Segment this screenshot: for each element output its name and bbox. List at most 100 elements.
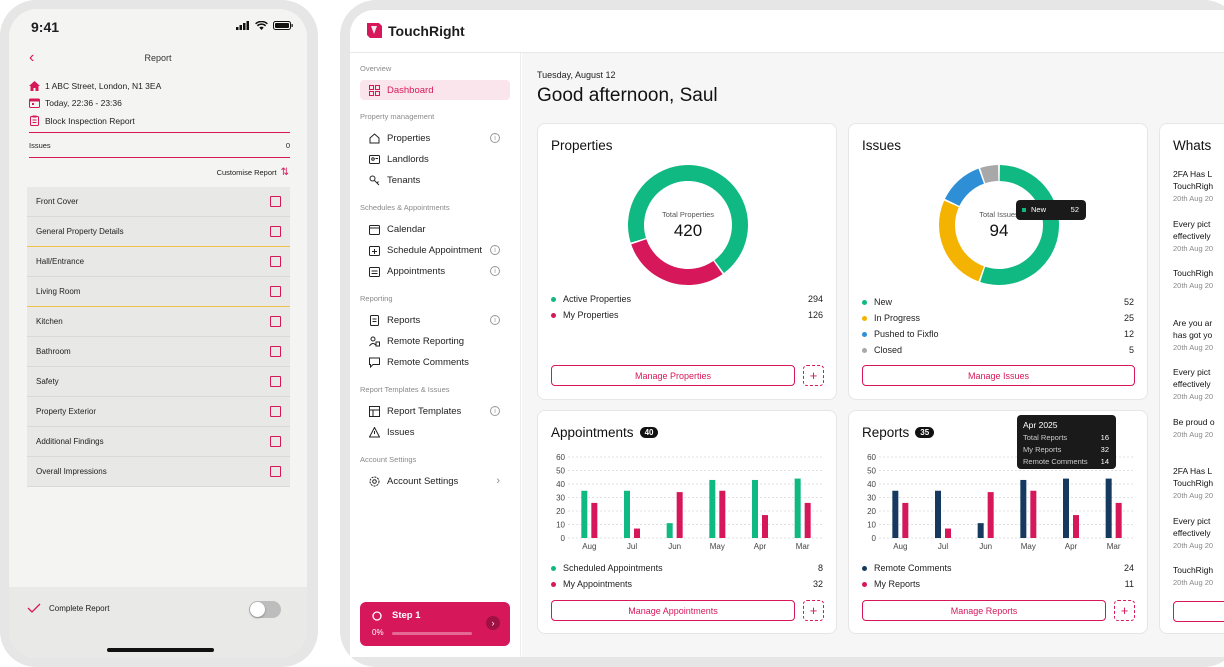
- section-checkbox[interactable]: [270, 226, 281, 237]
- manage-properties-button[interactable]: Manage Properties: [551, 365, 795, 386]
- my-properties-slice[interactable]: [631, 239, 723, 285]
- brand-logo[interactable]: TouchRight: [366, 22, 465, 39]
- list-item[interactable]: Front Cover: [27, 187, 290, 217]
- bar[interactable]: [794, 478, 801, 538]
- bar[interactable]: [1073, 515, 1079, 538]
- bar[interactable]: [935, 490, 941, 538]
- bar[interactable]: [591, 502, 598, 538]
- sidebar-item-dashboard[interactable]: Dashboard: [360, 80, 510, 100]
- add-report-button[interactable]: +: [1114, 600, 1135, 621]
- sidebar-item-reports[interactable]: Reports i: [360, 310, 510, 330]
- section-checkbox[interactable]: [270, 406, 281, 417]
- sidebar-item-report-templates[interactable]: Report Templates i: [360, 401, 510, 421]
- news-item-title[interactable]: TouchRigh: [1173, 268, 1214, 278]
- news-item-title[interactable]: 2FA Has L TouchRigh: [1173, 169, 1214, 191]
- issues-row[interactable]: Issues 0: [29, 141, 290, 150]
- y-tick-label: 20: [556, 507, 565, 516]
- news-item-title[interactable]: Every pict effectively: [1173, 515, 1211, 538]
- add-appointment-button[interactable]: +: [803, 600, 824, 621]
- sidebar-item-properties[interactable]: Properties i: [360, 128, 510, 148]
- sidebar-item-appointments[interactable]: Appointments i: [360, 261, 510, 281]
- back-chevron-icon[interactable]: ‹: [29, 49, 35, 66]
- bar[interactable]: [719, 490, 726, 538]
- manage-appointments-button[interactable]: Manage Appointments: [551, 600, 795, 621]
- bar[interactable]: [1030, 490, 1037, 538]
- bar[interactable]: [804, 502, 811, 538]
- news-item-date: 20th Aug 20: [1173, 281, 1214, 290]
- info-icon[interactable]: i: [490, 406, 500, 416]
- bar[interactable]: [987, 492, 994, 538]
- section-checkbox[interactable]: [270, 316, 281, 327]
- legend-item: Remote Comments 24: [862, 561, 1134, 575]
- bar[interactable]: [892, 490, 899, 538]
- complete-report-row[interactable]: Complete Report: [27, 603, 109, 613]
- section-checkbox[interactable]: [270, 436, 281, 447]
- news-item-title[interactable]: Every pict effectively: [1173, 367, 1211, 389]
- add-property-button[interactable]: +: [803, 365, 824, 386]
- news-item-title[interactable]: TouchRigh: [1173, 565, 1214, 575]
- pushed-to-fixflo-slice[interactable]: [944, 168, 984, 206]
- bar[interactable]: [634, 528, 640, 538]
- closed-slice[interactable]: [980, 165, 999, 184]
- sidebar-item-account-settings[interactable]: Account Settings ›: [360, 471, 510, 491]
- section-checkbox[interactable]: [270, 196, 281, 207]
- list-item[interactable]: Kitchen: [27, 307, 290, 337]
- list-item[interactable]: Hall/Entrance: [27, 247, 290, 277]
- onboarding-step-card[interactable]: Step 1 0% ›: [360, 602, 510, 646]
- manage-issues-button[interactable]: Manage Issues: [862, 365, 1135, 386]
- info-icon[interactable]: i: [490, 266, 500, 276]
- section-checkbox[interactable]: [270, 286, 281, 297]
- legend-label: Active Properties: [563, 294, 632, 304]
- news-item-title[interactable]: Every pict effectively: [1173, 218, 1211, 241]
- sidebar-item-issues[interactable]: Issues: [360, 422, 510, 442]
- legend-item: Pushed to Fixflo 12: [862, 327, 1134, 341]
- news-item-title[interactable]: 2FA Has L TouchRigh: [1173, 466, 1214, 488]
- info-icon[interactable]: i: [490, 315, 500, 325]
- sidebar-item-remote-reporting[interactable]: Remote Reporting: [360, 331, 510, 351]
- new-slice[interactable]: [980, 165, 1059, 285]
- in-progress-slice[interactable]: [939, 200, 984, 282]
- sidebar-item-calendar[interactable]: Calendar: [360, 219, 510, 239]
- bar[interactable]: [945, 528, 951, 538]
- bar[interactable]: [1020, 479, 1027, 538]
- news-item-title[interactable]: Are you ar has got yo: [1173, 317, 1213, 340]
- bar[interactable]: [676, 492, 683, 538]
- info-icon[interactable]: i: [490, 133, 500, 143]
- section-checkbox[interactable]: [270, 346, 281, 357]
- bar[interactable]: [762, 515, 768, 538]
- bar[interactable]: [1063, 478, 1069, 538]
- bar[interactable]: [752, 479, 758, 538]
- customise-report-button[interactable]: Customise Report ⇅: [217, 167, 289, 178]
- bar[interactable]: [1115, 502, 1122, 538]
- list-item[interactable]: Living Room: [27, 277, 290, 307]
- manage-reports-button[interactable]: Manage Reports: [862, 600, 1106, 621]
- bar[interactable]: [1105, 478, 1112, 538]
- bar[interactable]: [977, 523, 984, 538]
- next-arrow-button[interactable]: ›: [486, 616, 500, 630]
- news-item-title[interactable]: Be proud o: [1173, 416, 1215, 427]
- list-item[interactable]: Overall Impressions: [27, 457, 290, 487]
- list-item[interactable]: Property Exterior: [27, 397, 290, 427]
- sidebar-item-schedule-appointment[interactable]: Schedule Appointment i: [360, 240, 510, 260]
- sidebar-item-landlords[interactable]: Landlords: [360, 149, 510, 169]
- appointments-bar-chart: 0 10 20 30 40 50 60 Aug Jul Jun May Apr Mar: [556, 453, 824, 551]
- bar[interactable]: [902, 502, 909, 538]
- list-item[interactable]: Additional Findings: [27, 427, 290, 457]
- section-checkbox[interactable]: [270, 376, 281, 387]
- sidebar-item-remote-comments[interactable]: Remote Comments: [360, 352, 510, 372]
- active-properties-slice[interactable]: [628, 165, 748, 274]
- bar[interactable]: [581, 490, 588, 538]
- bar[interactable]: [624, 490, 630, 538]
- calendar-list-icon: [369, 266, 380, 277]
- section-checkbox[interactable]: [270, 256, 281, 267]
- info-icon[interactable]: i: [490, 245, 500, 255]
- complete-toggle[interactable]: [249, 601, 281, 618]
- list-item[interactable]: Bathroom: [27, 337, 290, 367]
- bar[interactable]: [709, 479, 716, 538]
- list-item[interactable]: General Property Details: [27, 217, 290, 247]
- section-checkbox[interactable]: [270, 466, 281, 477]
- bar[interactable]: [666, 523, 673, 538]
- sidebar-item-tenants[interactable]: Tenants: [360, 170, 510, 190]
- list-item[interactable]: Safety: [27, 367, 290, 397]
- whats-new-button[interactable]: [1173, 601, 1224, 622]
